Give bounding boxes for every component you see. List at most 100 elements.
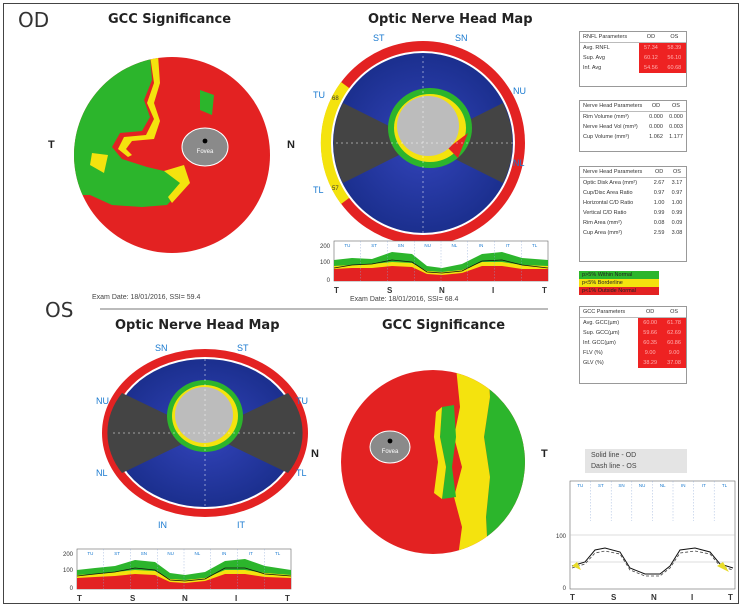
combined-tsnit-sector-label: IN (681, 483, 686, 488)
os-tsnit-ytick-200: 200 (63, 552, 74, 558)
os-tsnit-sector-label: IT (249, 551, 253, 556)
os-tsnit-x-t2: T (285, 594, 290, 603)
os-gcc-significance-map: Fovea (341, 370, 525, 554)
os-sector-sn: SN (155, 343, 168, 353)
combined-tsnit-sector-label: IT (702, 483, 706, 488)
gcc-panel-od: 59.66 (638, 328, 663, 338)
gcc-panel-os: 60.86 (662, 338, 686, 348)
gcc-panel-label: Avg. GCC(µm) (583, 320, 620, 326)
nh-panel1-od: 0.000 (649, 124, 663, 130)
gcc-panel-label: FLV (%) (583, 350, 603, 356)
gcc-panel-od: 60.00 (638, 317, 663, 328)
rnfl-parameters-table: RNFL Parameters OD OS Avg. RNFL 57.34 58.3… (580, 32, 686, 73)
gcc-panel-label: Sup. GCC(µm) (583, 330, 620, 336)
od-tsnit-x-s: S (387, 286, 393, 295)
rnfl-panel-os: 56.10 (662, 53, 686, 63)
od-sector-sn: SN (455, 33, 468, 43)
nh-panel2-label: Optic Disk Area (mm²) (583, 180, 638, 186)
os-tsnit-sector-label: ST (114, 551, 120, 556)
rnfl-panel-od: 60.12 (639, 53, 663, 63)
od-onh-map: 68 57 (320, 41, 525, 245)
od-tsnit-sector-label: ST (371, 243, 377, 248)
nh-panel2-os: 0.99 (671, 210, 683, 216)
nh-panel2-od: 2.59 (653, 230, 665, 236)
combined-tsnit-sector-label: NL (660, 483, 666, 488)
od-ring-number: 68 (332, 96, 339, 102)
combined-tsnit-sector-label: TU (577, 483, 583, 488)
rnfl-panel-label: Sup. Avg (583, 55, 605, 61)
nh-panel2-od: 0.99 (653, 210, 665, 216)
od-gcc-side-t: T (48, 139, 55, 151)
gcc-panel-od: 38.29 (638, 358, 663, 368)
od-tsnit-sector-label: IT (506, 243, 510, 248)
os-fovea-label: Fovea (382, 449, 399, 455)
nh-panel2-row: Cup Area (mm²) 2.59 3.08 (580, 228, 686, 238)
nh-panel1-os: 1.177 (669, 134, 683, 140)
nh-panel2-label: Cup/Disc Area Ratio (583, 190, 633, 196)
rnfl-panel-label: Inf. Avg (583, 65, 602, 71)
nh-panel1-label: Cup Volume (mm³) (583, 134, 630, 140)
nh-panel2-os: 1.00 (671, 200, 683, 206)
od-tsnit-sector-label: TU (344, 243, 350, 248)
od-exam-date-right: Exam Date: 18/01/2016, SSI= 68.4 (350, 296, 459, 303)
od-tsnit-sector-label: TL (532, 243, 538, 248)
rnfl-panel-os: 58.39 (662, 42, 686, 53)
solid-line-legend: Solid line - OD (591, 452, 637, 459)
nh-panel2-od: 2.67 (653, 180, 665, 186)
gcc-panel-od: 60.35 (638, 338, 663, 348)
os-gcc-side-n: N (311, 448, 319, 460)
od-sector-tu: TU (313, 90, 325, 100)
nh-panel1-row: Nerve Head Vol (mm³) 0.000 0.003 (580, 122, 686, 132)
od-sector-st: ST (373, 33, 385, 43)
nh2-header-od: OD (650, 167, 669, 178)
os-tsnit-sector-label: NU (167, 551, 174, 556)
od-tsnit-sector-label: NU (424, 243, 431, 248)
od-tsnit-ytick-100: 100 (320, 260, 331, 266)
nh-panel2-label: Rim Area (mm²) (583, 220, 622, 226)
nh-panel2-row: Cup/Disc Area Ratio 0.97 0.97 (580, 188, 686, 198)
nh-panel2-label: Vertical C/D Ratio (583, 210, 627, 216)
nh-panel2-row: Rim Area (mm²) 0.08 0.09 (580, 218, 686, 228)
line-style-legend: Solid line - OD Dash line - OS (585, 449, 687, 473)
combined-tsnit-x-t2: T (728, 593, 733, 602)
nh1-header-od: OD (646, 101, 666, 112)
od-gcc-side-n: N (287, 139, 295, 151)
nh-panel2-od: 0.08 (653, 220, 665, 226)
os-gcc-side-t: T (541, 448, 548, 460)
nerve-head-area-table: Nerve Head Parameters OD OS Optic Disk A… (580, 167, 686, 238)
gcc-header-label: GCC Parameters (580, 307, 639, 318)
os-sector-nl: NL (96, 468, 108, 478)
od-gcc-significance-map: Fovea (74, 57, 270, 253)
combined-tsnit-sector-label: ST (598, 483, 604, 488)
rnfl-panel-od: 57.34 (639, 42, 663, 53)
os-sector-nu: NU (96, 396, 109, 406)
od-onh-title: Optic Nerve Head Map (368, 12, 533, 27)
nh-panel1-row: Rim Volume (mm³) 0.000 0.000 (580, 112, 686, 123)
significance-legend: p>5% Within Normal p<5% Borderline p<1% … (579, 271, 659, 295)
os-tsnit-x-s: S (130, 594, 136, 603)
nh2-header-label: Nerve Head Parameters (580, 167, 651, 178)
nh-panel1-os: 0.003 (669, 124, 683, 130)
nh2-header-os: OS (668, 167, 686, 178)
os-tsnit-sector-label: IN (222, 551, 227, 556)
nh-panel2-od: 1.00 (653, 200, 665, 206)
rnfl-parameters-panel: RNFL Parameters OD OS Avg. RNFL 57.34 58.3… (579, 31, 687, 87)
nh-panel2-os: 3.17 (671, 180, 683, 186)
nh-panel2-row: Vertical C/D Ratio 0.99 0.99 (580, 208, 686, 218)
nh-panel1-row: Cup Volume (mm³) 1.062 1.177 (580, 132, 686, 142)
combined-tsnit-graph: 100 0 T S N I T TU ST SN NU NL IN IT TL (556, 480, 736, 602)
combined-tsnit-x-i: I (691, 593, 693, 602)
legend-within-normal: p>5% Within Normal (579, 271, 659, 279)
os-tsnit-x-i: I (235, 594, 237, 603)
od-tsnit-sector-label: SN (398, 243, 404, 248)
os-onh-map (102, 349, 308, 517)
os-sector-st: ST (237, 343, 249, 353)
combined-tsnit-ytick-100: 100 (556, 534, 567, 540)
dash-line-legend: Dash line - OS (591, 463, 637, 470)
od-sector-tl: TL (313, 185, 324, 195)
gcc-header-os: OS (662, 307, 686, 318)
nh-panel2-od: 0.97 (653, 190, 665, 196)
nh-panel2-os: 3.08 (671, 230, 683, 236)
legend-outside-normal: p<1% Outside Normal (579, 287, 659, 295)
combined-tsnit-sector-label: SN (618, 483, 624, 488)
